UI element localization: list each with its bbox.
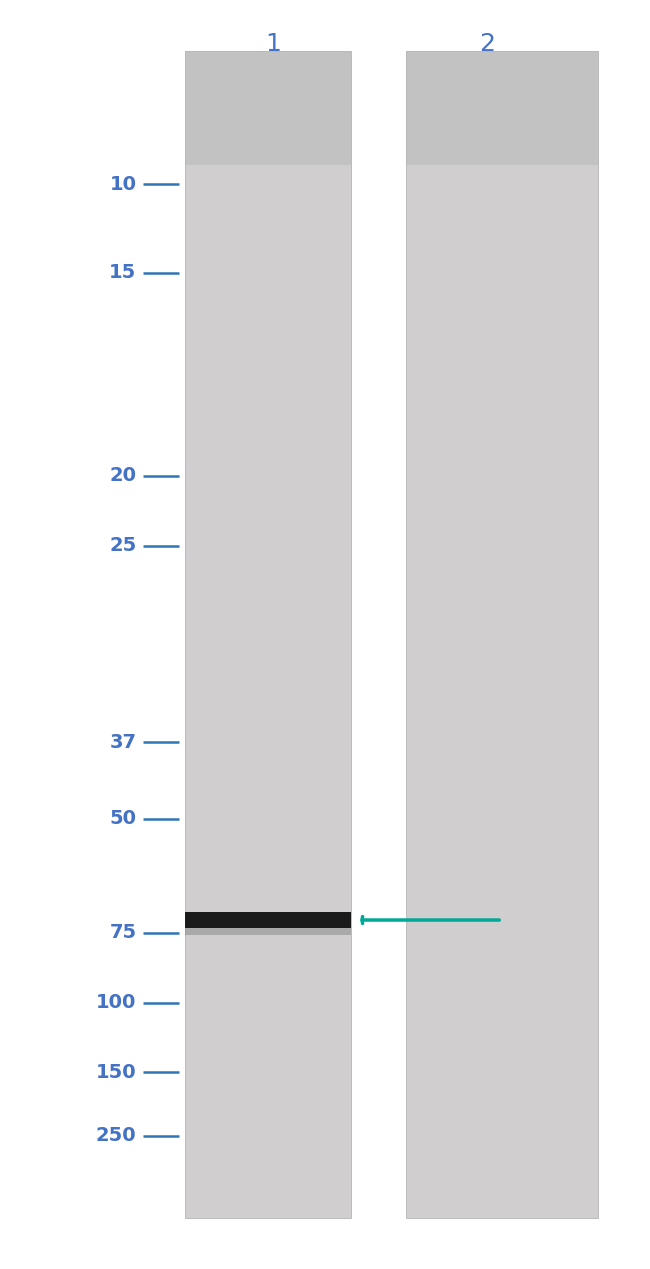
Bar [185, 928, 351, 935]
Text: 25: 25 [109, 537, 136, 555]
Text: 250: 250 [96, 1127, 136, 1145]
Text: 2: 2 [480, 33, 495, 56]
Text: 50: 50 [109, 810, 136, 827]
Bar [185, 912, 351, 928]
Text: 37: 37 [109, 733, 136, 751]
Text: 100: 100 [96, 994, 136, 1011]
Bar [185, 51, 351, 165]
Text: 1: 1 [265, 33, 281, 56]
Text: 75: 75 [109, 924, 136, 942]
Bar [406, 51, 598, 1218]
Text: 15: 15 [109, 264, 136, 282]
Text: 10: 10 [109, 175, 136, 193]
Bar [185, 51, 351, 1218]
Bar [406, 51, 598, 165]
Text: 20: 20 [109, 467, 136, 485]
Text: 150: 150 [96, 1063, 136, 1081]
